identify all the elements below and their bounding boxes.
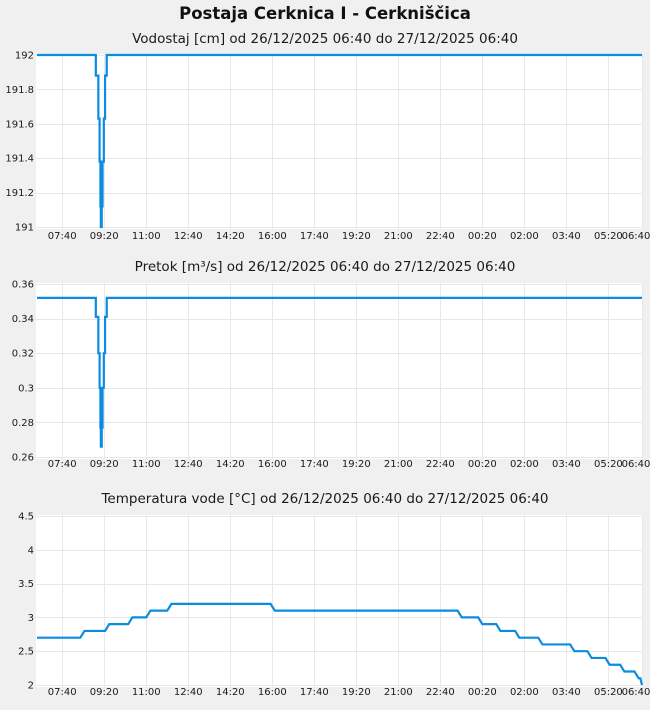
x-tick-label: 03:40 [552, 687, 581, 698]
y-tick-label: 2.5 [18, 647, 34, 658]
x-tick-label: 00:20 [468, 231, 497, 242]
x-tick-label: 06:40 [622, 459, 650, 470]
x-tick-label: 07:40 [48, 687, 77, 698]
y-tick-label: 192 [15, 51, 34, 62]
x-tick-label: 05:20 [594, 231, 623, 242]
y-tick-label: 0.26 [12, 453, 34, 464]
plot-background [36, 283, 643, 459]
y-tick-label: 0.3 [18, 383, 34, 394]
x-tick-label: 06:40 [622, 231, 650, 242]
plot-background [36, 54, 643, 229]
x-tick-label: 16:00 [258, 687, 287, 698]
y-tick-label: 191.6 [5, 119, 34, 130]
x-tick-label: 07:40 [48, 231, 77, 242]
x-tick-label: 14:20 [216, 459, 245, 470]
y-tick-label: 0.36 [12, 280, 34, 291]
x-tick-label: 11:00 [132, 231, 161, 242]
x-tick-label: 12:40 [174, 459, 203, 470]
x-tick-label: 21:00 [384, 459, 413, 470]
chart-plot-vodostaj: 07:40 09:20 11:00 12:40 14:20 16:00 17:40 19:20… [5, 51, 650, 243]
x-tick-label: 03:40 [552, 459, 581, 470]
x-tick-label: 11:00 [132, 687, 161, 698]
x-tick-label: 16:00 [258, 231, 287, 242]
y-tick-label: 2 [28, 681, 34, 692]
chart-plot-pretok: 07:40 09:20 11:00 12:40 14:20 16:00 17:40 19:20… [12, 280, 650, 471]
y-tick-label: 0.34 [12, 314, 34, 325]
x-tick-label: 05:20 [594, 687, 623, 698]
series-line-vodostaj [37, 53, 642, 229]
x-tick-label: 22:40 [426, 231, 455, 242]
plot-background [36, 515, 643, 687]
x-tick-label: 12:40 [174, 231, 203, 242]
x-tick-label: 00:20 [468, 687, 497, 698]
x-tick-label: 07:40 [48, 459, 77, 470]
x-tick-label: 14:20 [216, 687, 245, 698]
x-tick-label: 09:20 [90, 231, 119, 242]
x-tick-label: 09:20 [90, 459, 119, 470]
x-tick-label: 02:00 [510, 231, 539, 242]
x-tick-label: 02:00 [510, 687, 539, 698]
x-tick-label: 11:00 [132, 459, 161, 470]
x-tick-label: 22:40 [426, 459, 455, 470]
series-line-pretok [37, 296, 642, 448]
y-tick-label: 191.2 [5, 188, 34, 199]
x-tick-label: 06:40 [622, 687, 650, 698]
x-tick-label: 09:20 [90, 687, 119, 698]
x-tick-label: 21:00 [384, 687, 413, 698]
y-tick-label: 191.8 [5, 85, 34, 96]
x-tick-label: 14:20 [216, 231, 245, 242]
x-tick-label: 17:40 [300, 459, 329, 470]
x-tick-label: 05:20 [594, 459, 623, 470]
x-tick-label: 02:00 [510, 459, 539, 470]
y-tick-label: 4 [28, 545, 34, 556]
x-tick-label: 19:20 [342, 231, 371, 242]
x-tick-label: 16:00 [258, 459, 287, 470]
x-tick-label: 19:20 [342, 459, 371, 470]
x-tick-label: 19:20 [342, 687, 371, 698]
chart-title-temperatura-vode: Temperatura vode [°C] od 26/12/2025 06:4… [101, 491, 549, 507]
x-tick-label: 17:40 [300, 687, 329, 698]
page-title: Postaja Cerknica I - Cerkniščica [179, 4, 471, 23]
chart-title-vodostaj: Vodostaj [cm] od 26/12/2025 06:40 do 27/… [132, 31, 518, 47]
x-tick-label: 17:40 [300, 231, 329, 242]
y-tick-label: 4.5 [18, 512, 34, 523]
x-tick-label: 00:20 [468, 459, 497, 470]
chart-plot-temperatura-vode: 07:40 09:20 11:00 12:40 14:20 16:00 17:40 19:20… [18, 512, 650, 699]
y-tick-label: 3 [28, 613, 34, 624]
x-tick-label: 22:40 [426, 687, 455, 698]
x-tick-label: 03:40 [552, 231, 581, 242]
x-tick-label: 21:00 [384, 231, 413, 242]
chart-title-pretok: Pretok [m³/s] od 26/12/2025 06:40 do 27/… [134, 259, 516, 275]
x-tick-label: 12:40 [174, 687, 203, 698]
y-tick-label: 0.28 [12, 418, 34, 429]
y-tick-label: 191 [15, 223, 34, 234]
y-tick-label: 191.4 [5, 154, 34, 165]
y-tick-label: 0.32 [12, 349, 34, 360]
series-line-temperatura-vode [37, 602, 644, 686]
y-tick-label: 3.5 [18, 579, 34, 590]
